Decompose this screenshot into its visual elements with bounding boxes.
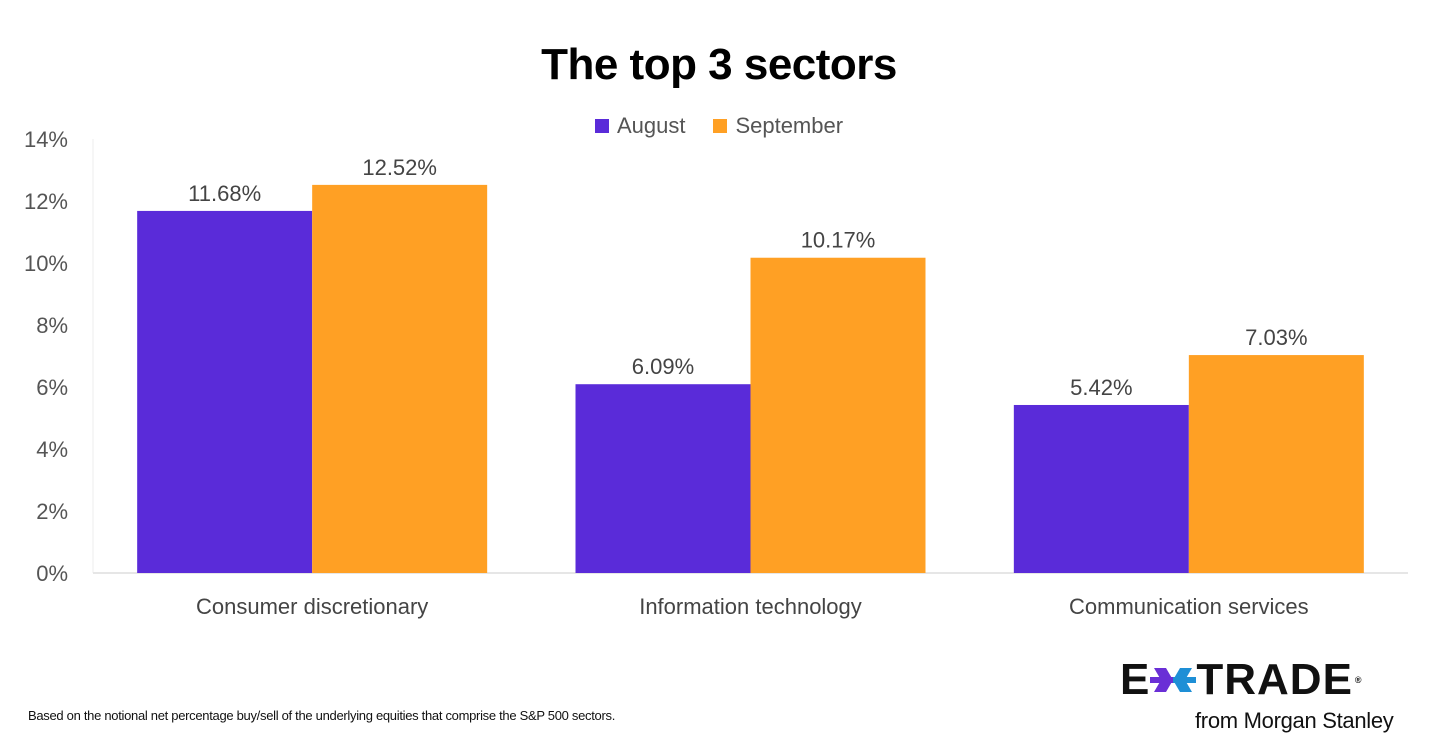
- x-tick-label: Information technology: [639, 594, 862, 619]
- chart-title: The top 3 sectors: [541, 40, 897, 89]
- data-label: 6.09%: [632, 354, 694, 379]
- registered-mark: ®: [1354, 675, 1363, 685]
- y-tick-label: 8%: [36, 313, 68, 338]
- y-tick-label: 6%: [36, 375, 68, 400]
- data-label: 12.52%: [362, 155, 437, 180]
- bar-august: [137, 210, 313, 574]
- data-label: 7.03%: [1245, 325, 1307, 350]
- bar-september: [312, 184, 488, 573]
- x-tick-label: Consumer discretionary: [196, 594, 428, 619]
- legend-swatch-august: [594, 119, 609, 133]
- data-label: 10.17%: [801, 228, 876, 253]
- bar-august: [575, 384, 751, 573]
- y-tick-label: 2%: [36, 499, 68, 524]
- footnote: Based on the notional net percentage buy…: [28, 708, 616, 723]
- legend-item-september: September: [713, 113, 843, 139]
- logo-word-trade: TRADE: [1196, 655, 1353, 704]
- y-tick-label: 0%: [36, 561, 68, 586]
- legend-item-august: August: [594, 113, 686, 139]
- y-tick-label: 4%: [36, 437, 68, 462]
- legend-label-august: August: [616, 113, 686, 138]
- bar-september: [750, 257, 926, 573]
- chart-legend: August September: [0, 113, 1438, 139]
- y-tick-label: 10%: [24, 251, 68, 276]
- legend-label-september: September: [735, 113, 844, 138]
- etrade-logo: E TRADE ® from Morgan Stanley: [1120, 658, 1420, 734]
- y-tick-label: 14%: [24, 127, 68, 152]
- etrade-star-icon: [1150, 668, 1197, 692]
- legend-swatch-september: [713, 119, 728, 133]
- data-label: 11.68%: [188, 181, 261, 206]
- logo-letter-e: E: [1120, 655, 1151, 704]
- x-tick-label: Communication services: [1069, 594, 1309, 619]
- bar-august: [1013, 404, 1189, 573]
- data-label: 5.42%: [1070, 375, 1132, 400]
- y-tick-label: 12%: [24, 189, 68, 214]
- bar-september: [1188, 355, 1364, 573]
- logo-tagline: from Morgan Stanley: [1195, 708, 1394, 733]
